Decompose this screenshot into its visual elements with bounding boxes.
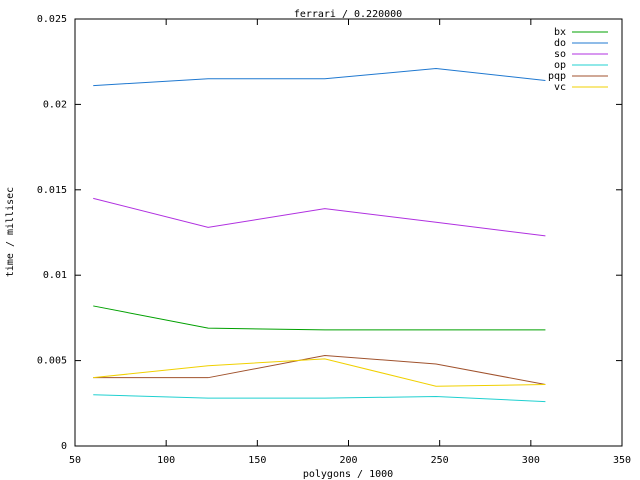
x-tick-label: 150 (248, 455, 266, 466)
plot-border (74, 18, 623, 447)
chart-title: ferrari / 0.220000 (294, 9, 402, 20)
x-tick-label: 350 (613, 455, 631, 466)
legend-label: op (554, 60, 566, 71)
x-tick-label: 300 (522, 455, 540, 466)
y-axis-label: time / millisec (5, 187, 16, 277)
x-axis-label: polygons / 1000 (303, 469, 393, 480)
y-tick-label: 0.005 (37, 356, 67, 367)
x-tick-label: 200 (339, 455, 357, 466)
y-tick-label: 0.025 (37, 14, 67, 25)
legend-label: pqp (548, 71, 566, 82)
x-tick-label: 250 (431, 455, 449, 466)
legend-label: do (554, 38, 566, 49)
y-tick-label: 0.015 (37, 185, 67, 196)
series-line (93, 197, 546, 237)
series-line (93, 68, 546, 87)
series-line (93, 305, 546, 331)
legend-label: bx (554, 27, 566, 38)
legend-label: vc (554, 82, 566, 93)
series-line (93, 354, 546, 386)
y-tick-label: 0 (61, 441, 67, 452)
x-tick-label: 100 (157, 455, 175, 466)
legend-label: so (554, 49, 566, 60)
series-line (93, 394, 546, 403)
y-tick-label: 0.02 (43, 99, 67, 110)
series-line (93, 358, 546, 387)
x-tick-label: 50 (69, 455, 81, 466)
y-tick-label: 0.01 (43, 270, 67, 281)
